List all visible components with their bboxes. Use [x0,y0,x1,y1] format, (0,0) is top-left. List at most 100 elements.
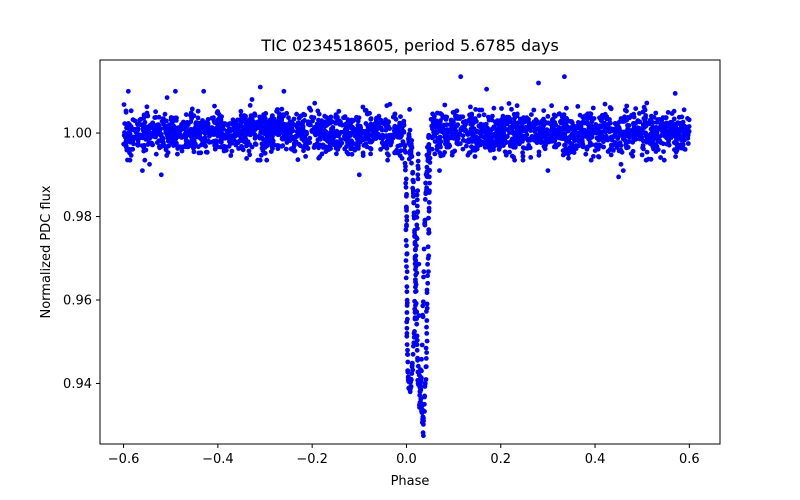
data-point [218,129,224,135]
data-point [635,118,641,123]
data-point [598,118,604,124]
data-point [438,153,444,159]
data-point [529,112,534,117]
data-point [301,148,306,154]
data-point [384,103,390,109]
data-point [424,350,429,355]
data-point [489,126,495,132]
data-point [408,152,414,158]
data-point [291,136,296,142]
data-point [503,134,509,140]
data-point [392,126,398,132]
data-point [540,122,546,128]
data-point [504,117,510,122]
data-point [413,288,419,294]
data-point [301,111,306,117]
data-point [544,127,550,133]
data-point [421,246,427,252]
data-point [418,374,423,380]
data-point [376,113,382,119]
data-point [426,134,431,140]
data-point [490,113,495,119]
data-point [620,168,626,174]
data-point [407,127,413,133]
data-point [141,128,147,134]
data-point [504,121,510,127]
data-point [520,153,526,159]
data-point [297,127,303,132]
data-point [618,118,624,124]
data-point [311,115,317,121]
data-point [406,140,412,146]
data-point [305,146,311,151]
data-point [412,230,417,235]
data-point [566,151,571,157]
data-point [560,148,566,154]
data-point [404,204,409,210]
data-point [398,148,404,154]
data-point [512,119,517,125]
data-point [404,208,409,213]
data-point [483,126,489,132]
data-point [367,110,372,116]
data-point [156,114,162,120]
data-point [575,104,581,109]
data-point [599,112,605,118]
data-point [593,130,599,136]
data-point [144,104,150,110]
data-point [127,150,132,156]
data-point [444,134,450,140]
data-point [598,134,603,140]
data-point [472,116,477,122]
data-point [162,111,168,117]
data-point [516,134,522,139]
data-point [287,136,292,142]
data-point [421,422,426,427]
data-point [425,273,430,279]
data-point [469,144,474,150]
data-point [403,149,408,155]
data-point [404,289,410,295]
data-point [159,144,164,149]
data-point [329,126,334,132]
data-point [125,125,131,130]
data-point [411,215,417,221]
data-point [253,120,259,126]
data-point [662,127,668,132]
data-point [181,144,187,150]
data-point [509,106,514,112]
data-point [437,142,443,147]
data-point [523,124,529,130]
data-point [637,111,642,116]
data-point [263,131,268,136]
data-point [561,117,567,123]
data-point [643,113,649,118]
data-point [147,135,153,141]
data-point [191,149,197,155]
data-point [395,134,401,140]
data-point [648,126,654,132]
data-point [401,118,407,124]
data-point [521,145,527,151]
data-point [414,342,420,348]
data-point [463,127,468,133]
data-point [424,301,430,307]
data-point [262,150,268,156]
data-point [671,116,677,122]
data-point [685,141,691,146]
data-point [143,137,149,142]
data-point [503,152,509,158]
data-point [228,153,234,158]
data-point [413,267,418,272]
data-point [307,135,313,141]
data-point [381,144,387,150]
data-point [463,121,469,127]
data-point [349,151,355,157]
data-point [473,107,478,112]
data-point [424,287,430,293]
data-point [150,142,156,148]
data-point [291,116,297,122]
data-point [403,176,409,182]
data-point [414,309,419,315]
data-point [422,217,428,223]
